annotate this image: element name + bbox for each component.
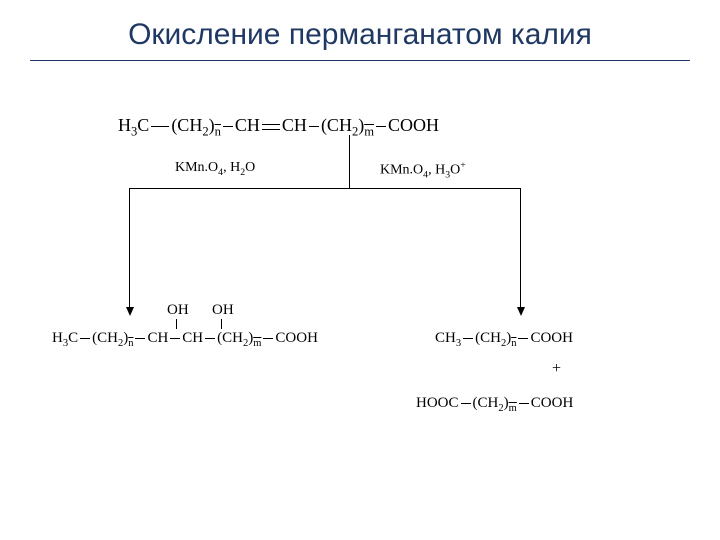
group-hooc: HOOC [416,395,459,411]
product-diol: OH OH H3C(CH2)nCHCH(CH2)mCOOH [52,330,318,349]
bond [135,338,145,339]
double-bond [262,124,280,130]
sub-n: n [128,338,133,349]
title-underline [30,60,690,61]
sub-n: n [215,125,221,139]
arrow-stem [349,135,350,188]
sub-n: n [511,338,516,349]
sub-3: 3 [456,338,461,349]
group-cooh: COOH [531,395,574,411]
sup-plus: + [460,160,466,171]
bond [263,338,273,339]
bond [205,338,215,339]
bond [463,338,473,339]
group-h: H [52,330,63,346]
oh-label-2: OH [212,302,234,319]
slide-title: Окисление перманганатом калия [0,18,720,52]
arrow-vline-right [520,188,521,308]
product-right-2: HOOC(CH2)mCOOH [416,395,573,414]
group-ch2-open: (CH [171,115,202,135]
group-c: C [68,330,78,346]
bond [170,338,180,339]
vertical-bond [176,319,177,329]
group-ch2-open: (CH [473,395,499,411]
sub-m: m [364,125,374,139]
group-ch2-open: (CH [92,330,118,346]
oh-label-1: OH [167,302,189,319]
reagent-right: KMn.O4, H3O+ [380,160,466,180]
group-cooh: COOH [530,330,573,346]
sub-m: m [253,338,261,349]
group-cooh: COOH [388,115,439,135]
arrowhead-left [126,307,134,316]
group-ch: CH [282,115,307,135]
arrow-hline [129,188,521,189]
reagent-text: O [450,163,460,178]
bond [461,403,471,404]
product-right-1: CH3(CH2)nCOOH [435,330,573,349]
bond [80,338,90,339]
reagent-text: KMn.O [175,160,218,175]
arrow-vline-left [129,188,130,308]
group-ch: CH [235,115,260,135]
reactant-formula: H3C(CH2)nCHCH(CH2)mCOOH [118,115,439,140]
sub-m: m [509,403,517,414]
reagent-text: , H [223,160,240,175]
group-ch: CH [435,330,456,346]
bond [376,126,386,127]
reagent-left: KMn.O4, H2O [175,160,255,178]
group-ch: CH [182,330,203,346]
bond [151,126,169,127]
reagent-text: , H [428,163,445,178]
group-ch2-open: (CH [217,330,243,346]
vertical-bond [221,319,222,329]
reagent-text: O [245,160,255,175]
group-h: H [118,115,131,135]
bond [223,126,233,127]
bond [518,338,528,339]
group-cooh: COOH [275,330,318,346]
reagent-text: KMn.O [380,163,423,178]
group-c: C [137,115,149,135]
bond [519,403,529,404]
bond [309,126,319,127]
group-ch: CH [147,330,168,346]
plus-sign: + [552,360,561,378]
group-ch2-open: (CH [321,115,352,135]
arrowhead-right [517,307,525,316]
group-ch2-open: (CH [475,330,501,346]
